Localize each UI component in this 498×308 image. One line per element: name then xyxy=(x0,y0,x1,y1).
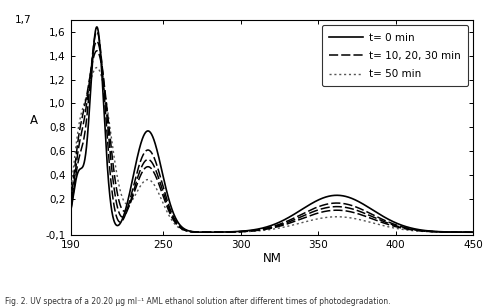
Legend: t= 0 min, t= 10, 20, 30 min, t= 50 min: t= 0 min, t= 10, 20, 30 min, t= 50 min xyxy=(322,25,468,87)
Text: 1,7: 1,7 xyxy=(15,15,32,25)
X-axis label: NM: NM xyxy=(262,252,281,265)
Y-axis label: A: A xyxy=(30,114,38,127)
Text: Fig. 2. UV spectra of a 20.20 μg ml⁻¹ AML ethanol solution after different times: Fig. 2. UV spectra of a 20.20 μg ml⁻¹ AM… xyxy=(5,298,390,306)
